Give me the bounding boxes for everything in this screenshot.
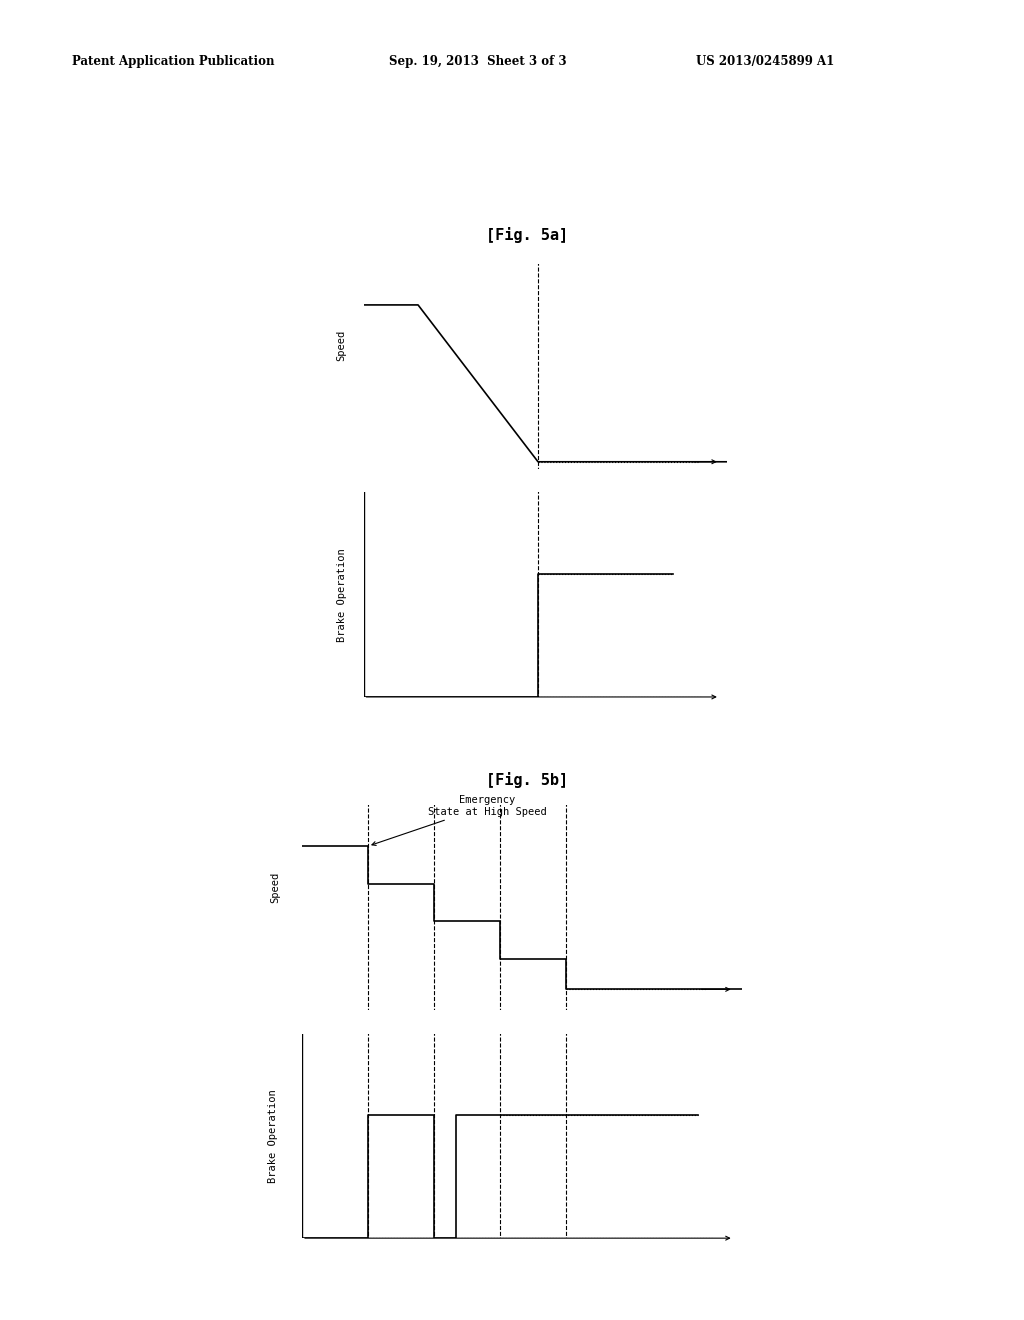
Text: Patent Application Publication: Patent Application Publication [72,55,274,69]
Text: Brake Operation: Brake Operation [337,548,347,642]
Text: Brake Operation: Brake Operation [268,1089,279,1183]
Text: [Fig. 5a]: [Fig. 5a] [486,227,568,243]
Text: Sep. 19, 2013  Sheet 3 of 3: Sep. 19, 2013 Sheet 3 of 3 [389,55,566,69]
Text: Speed: Speed [270,871,281,903]
Text: US 2013/0245899 A1: US 2013/0245899 A1 [696,55,835,69]
Text: [Fig. 5b]: [Fig. 5b] [486,772,568,788]
Text: Speed: Speed [337,330,347,362]
Text: Emergency
State at High Speed: Emergency State at High Speed [372,795,547,845]
